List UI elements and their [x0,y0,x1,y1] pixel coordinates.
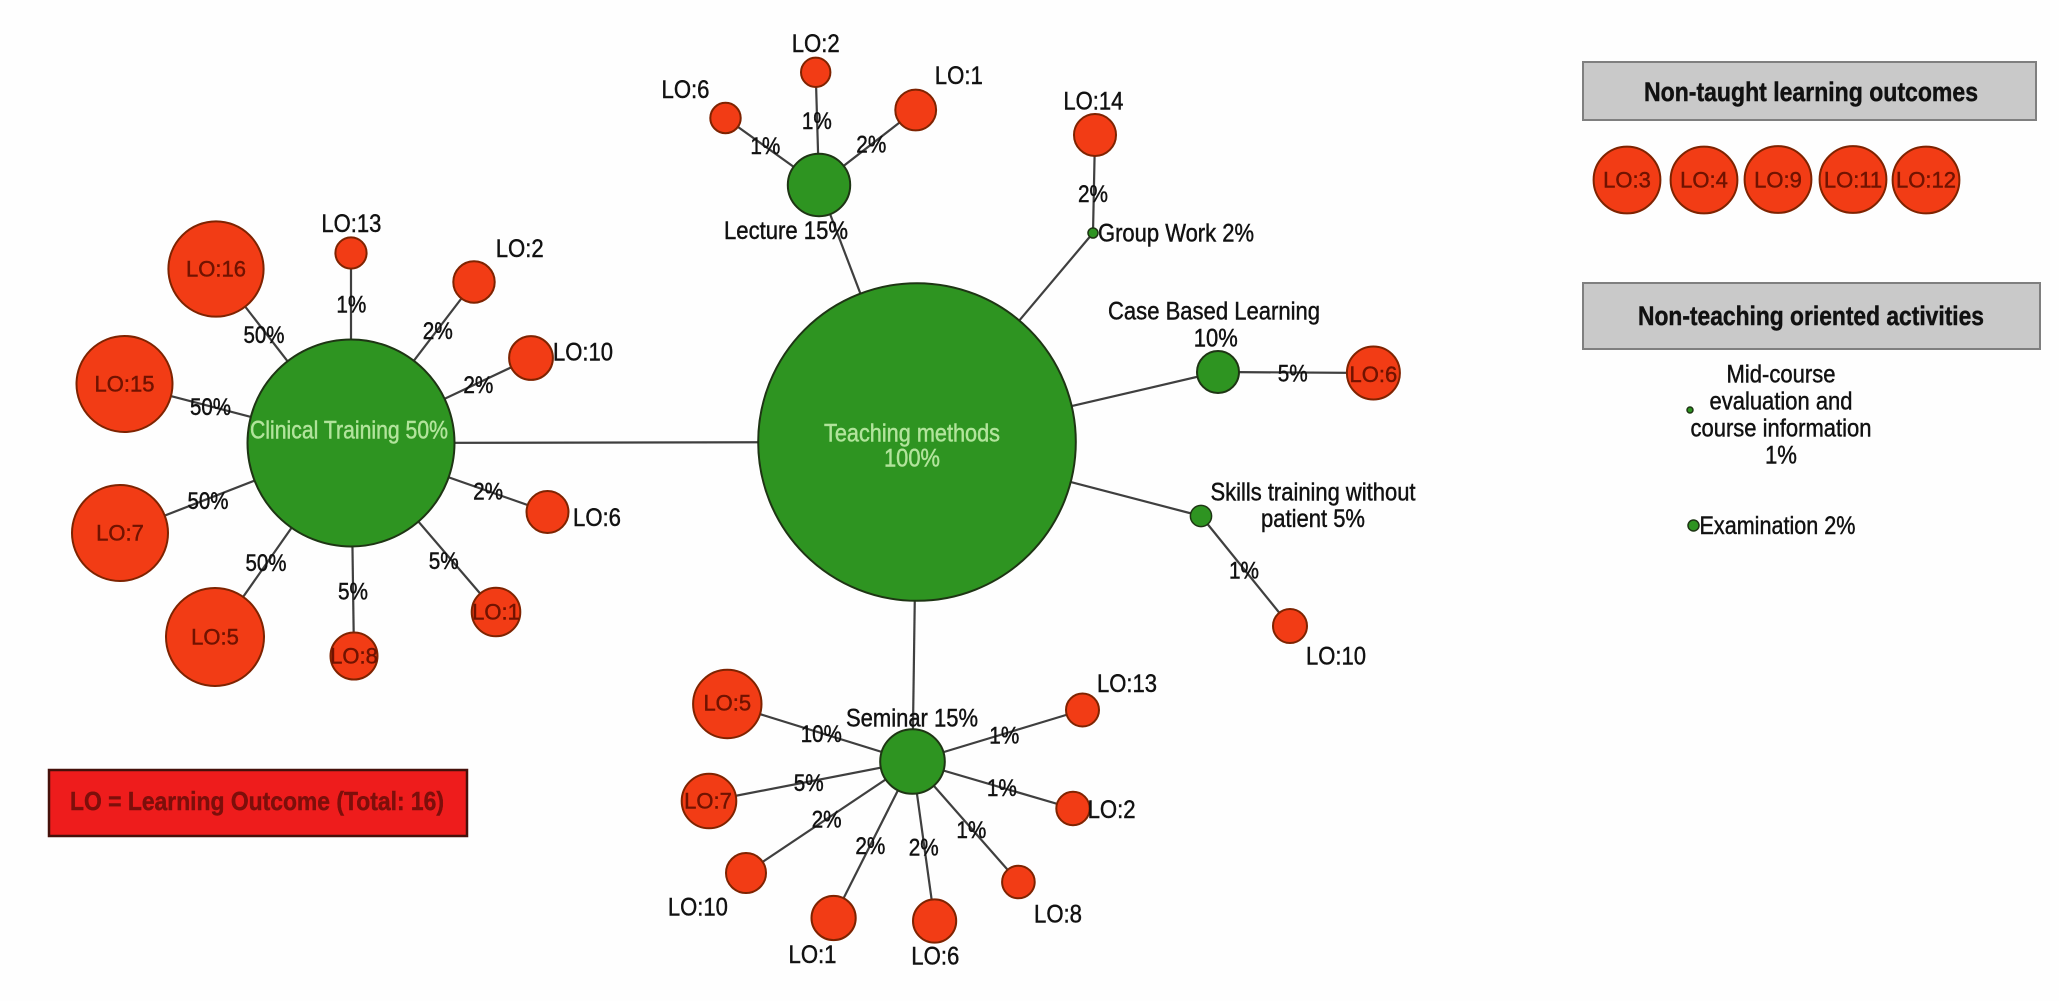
svg-text:LO:12: LO:12 [1896,168,1956,193]
svg-text:LO:15: LO:15 [95,372,155,397]
svg-text:Examination 2%: Examination 2% [1700,512,1856,540]
svg-text:1%: 1% [802,108,832,135]
svg-text:2%: 2% [909,835,939,862]
svg-text:course information: course information [1691,415,1872,443]
svg-text:LO:1: LO:1 [472,600,520,625]
svg-text:LO:3: LO:3 [1603,168,1651,193]
svg-text:2%: 2% [1078,181,1108,208]
svg-text:LO:5: LO:5 [703,691,751,716]
svg-text:50%: 50% [188,488,229,515]
svg-text:LO:10: LO:10 [553,339,613,367]
svg-text:2%: 2% [855,833,885,860]
svg-text:Non-taught learning outcomes: Non-taught learning outcomes [1644,77,1978,107]
svg-text:Mid-course: Mid-course [1727,361,1836,389]
svg-text:Skills training without: Skills training without [1211,479,1416,507]
svg-text:10%: 10% [801,721,842,748]
svg-text:10%: 10% [1194,325,1238,353]
svg-text:2%: 2% [463,372,493,399]
svg-text:evaluation and: evaluation and [1710,388,1853,416]
svg-text:1%: 1% [1229,557,1259,584]
svg-text:Group Work 2%: Group Work 2% [1098,220,1254,248]
svg-text:LO:7: LO:7 [96,521,144,546]
svg-text:LO = Learning Outcome (Total:: LO = Learning Outcome (Total: 16) [70,786,444,816]
svg-text:LO:10: LO:10 [1306,643,1366,671]
svg-text:LO:6: LO:6 [662,76,710,104]
svg-text:LO:8: LO:8 [1034,900,1082,928]
svg-text:Seminar 15%: Seminar 15% [846,705,978,733]
svg-text:LO:8: LO:8 [330,644,378,669]
svg-text:LO:1: LO:1 [789,941,837,969]
svg-text:LO:13: LO:13 [321,210,381,238]
svg-text:LO:1: LO:1 [935,62,983,90]
svg-text:Clinical Training 50%: Clinical Training 50% [250,417,448,445]
svg-text:2%: 2% [812,807,842,834]
svg-text:100%: 100% [884,445,940,473]
svg-text:Lecture 15%: Lecture 15% [724,217,848,245]
svg-text:1%: 1% [1765,442,1797,470]
svg-text:50%: 50% [246,550,287,577]
svg-text:LO:5: LO:5 [191,625,239,650]
svg-text:2%: 2% [423,318,453,345]
svg-text:LO:4: LO:4 [1680,168,1728,193]
svg-text:LO:6: LO:6 [911,942,959,970]
svg-text:LO:16: LO:16 [186,257,246,282]
svg-text:50%: 50% [244,322,285,349]
svg-text:LO:13: LO:13 [1097,670,1157,698]
svg-text:LO:14: LO:14 [1063,88,1123,116]
svg-text:1%: 1% [989,723,1019,750]
svg-text:1%: 1% [336,292,366,319]
svg-text:5%: 5% [794,770,824,797]
svg-text:5%: 5% [338,578,368,605]
svg-text:LO:9: LO:9 [1754,168,1802,193]
svg-text:1%: 1% [956,817,986,844]
svg-text:Teaching methods: Teaching methods [824,420,1000,448]
svg-text:LO:2: LO:2 [496,235,544,263]
svg-text:LO:6: LO:6 [1350,362,1398,387]
svg-text:2%: 2% [856,132,886,159]
svg-text:patient 5%: patient 5% [1261,505,1365,533]
svg-text:Non-teaching oriented activiti: Non-teaching oriented activities [1638,301,1984,331]
svg-text:5%: 5% [429,548,459,575]
svg-text:5%: 5% [1278,360,1308,387]
svg-text:LO:2: LO:2 [1088,796,1136,824]
svg-text:1%: 1% [750,133,780,160]
svg-text:LO:10: LO:10 [668,893,728,921]
svg-text:Case Based Learning: Case Based Learning [1108,298,1320,326]
svg-text:50%: 50% [190,394,231,421]
svg-text:2%: 2% [473,479,503,506]
svg-text:LO:7: LO:7 [684,789,732,814]
svg-text:LO:11: LO:11 [1824,168,1882,193]
svg-text:LO:2: LO:2 [792,30,840,58]
svg-text:LO:6: LO:6 [573,504,621,532]
svg-text:1%: 1% [987,775,1017,802]
